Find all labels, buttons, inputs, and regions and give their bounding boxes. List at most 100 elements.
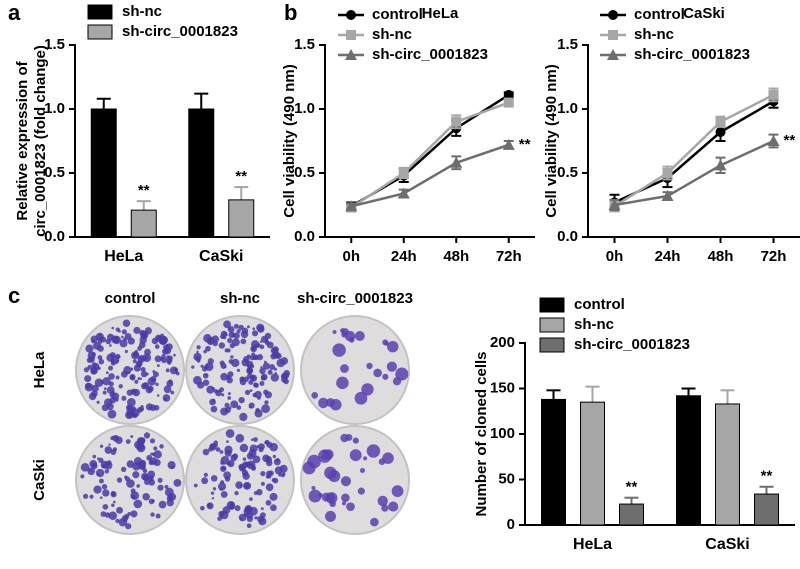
y-tick-label: 150: [490, 379, 515, 396]
colony: [234, 490, 239, 496]
legend-label: control: [634, 6, 685, 23]
colony: [260, 366, 263, 369]
colony: [266, 441, 273, 448]
colony: [116, 359, 119, 363]
colony: [239, 376, 245, 382]
colony: [193, 483, 198, 488]
colony: [161, 354, 166, 359]
colony: [254, 516, 258, 520]
point: [767, 135, 780, 146]
colony: [202, 372, 209, 379]
colony: [264, 441, 268, 445]
colony: [249, 444, 258, 453]
colony: [119, 339, 128, 348]
colony: [108, 373, 115, 380]
colony: [349, 449, 362, 462]
colony: [156, 364, 160, 367]
colony: [140, 330, 149, 339]
series-line: [613, 93, 775, 208]
colony: [256, 354, 264, 361]
colony: [110, 390, 115, 395]
colony: [132, 388, 140, 397]
colony: [272, 454, 277, 459]
colony: [249, 389, 253, 392]
colony: [156, 394, 160, 397]
colony: [126, 398, 136, 407]
colony: [193, 352, 202, 361]
colony: [98, 358, 105, 365]
colony: [279, 464, 288, 473]
colony: [142, 492, 150, 501]
panel-label: b: [284, 0, 297, 25]
colony: [112, 447, 118, 452]
colony: [144, 348, 151, 356]
colony: [142, 468, 148, 474]
point: [608, 199, 621, 210]
point: [715, 116, 726, 127]
y-axis-label-line: Cell viability (490 nm): [543, 64, 560, 217]
colony: [336, 376, 349, 390]
colony: [215, 447, 221, 452]
colony: [366, 362, 373, 370]
colony: [95, 468, 105, 478]
y-tick-label: 0.5: [44, 164, 65, 181]
colony: [236, 405, 242, 410]
point: [398, 168, 409, 178]
panel-label: c: [8, 283, 20, 308]
colony: [114, 397, 119, 402]
colony: [129, 367, 134, 371]
colony: [104, 469, 110, 474]
y-axis-label-line: Number of cloned cells: [473, 351, 490, 516]
colony: [250, 340, 260, 349]
colony: [101, 404, 109, 412]
colony: [238, 396, 245, 404]
colony: [91, 352, 96, 357]
significance: **: [235, 168, 247, 185]
colony: [272, 477, 279, 484]
colony: [159, 444, 164, 449]
colony: [139, 406, 145, 412]
x-tick-label: 72h: [761, 248, 787, 265]
colony: [140, 437, 146, 443]
colony: [157, 477, 163, 483]
legend-label: sh-nc: [574, 316, 614, 333]
colony: [148, 479, 156, 486]
colony: [242, 457, 247, 461]
colony: [227, 325, 235, 333]
colony: [108, 365, 114, 371]
colony: [242, 468, 246, 472]
legend-marker: [608, 30, 618, 40]
y-tick-label: 0.0: [557, 228, 578, 245]
colony: [270, 504, 277, 512]
colony: [205, 345, 211, 352]
colony: [158, 500, 167, 509]
colony: [85, 382, 92, 389]
colony: [109, 344, 112, 347]
colony: [133, 326, 141, 334]
colony: [98, 478, 104, 484]
colony: [274, 372, 277, 375]
colony: [283, 370, 291, 377]
colony: [321, 454, 326, 460]
colony: [387, 341, 399, 353]
colony: [89, 468, 93, 472]
colony: [266, 470, 272, 477]
colony: [147, 377, 156, 386]
colony: [209, 398, 216, 406]
legend-label: sh-circ_0001823: [122, 23, 238, 40]
colony: [254, 383, 259, 388]
legend-marker: [607, 49, 619, 60]
colony: [227, 337, 233, 344]
bar: [715, 403, 740, 526]
point: [662, 168, 673, 178]
y-tick-label: 0.5: [294, 164, 315, 181]
colony: [154, 344, 160, 349]
colony: [260, 470, 266, 477]
colony: [80, 462, 90, 472]
y-tick-label: 1.5: [44, 36, 65, 53]
colony: [311, 392, 319, 399]
significance: **: [626, 479, 638, 496]
colony: [200, 505, 205, 511]
colony: [120, 466, 127, 473]
colony: [224, 402, 230, 408]
